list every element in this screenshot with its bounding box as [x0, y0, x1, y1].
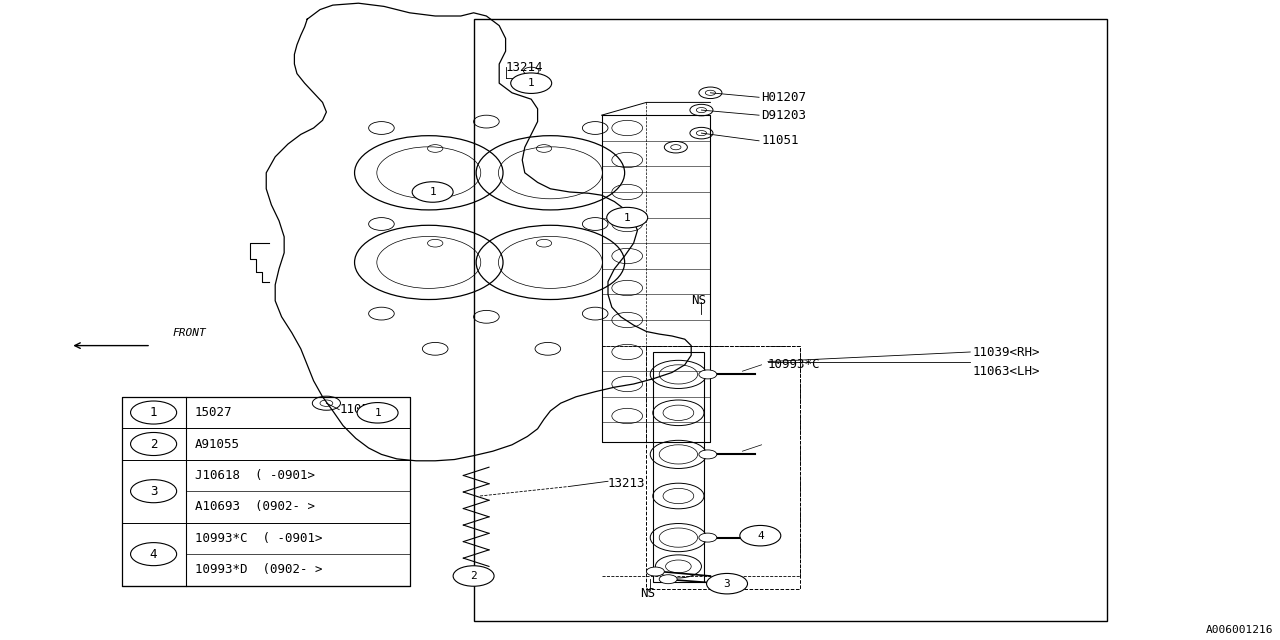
- Circle shape: [131, 543, 177, 566]
- Circle shape: [699, 533, 717, 542]
- Text: 4: 4: [756, 531, 764, 541]
- Bar: [122, 397, 410, 586]
- Text: 2: 2: [150, 438, 157, 451]
- Text: 1: 1: [429, 187, 436, 197]
- Text: 2: 2: [470, 571, 477, 581]
- Circle shape: [699, 370, 717, 379]
- Circle shape: [357, 403, 398, 423]
- Text: 3: 3: [150, 484, 157, 498]
- Text: NS: NS: [640, 588, 655, 600]
- Text: 4: 4: [150, 548, 157, 561]
- Text: 13214: 13214: [506, 61, 543, 74]
- Text: NS: NS: [691, 294, 707, 307]
- Text: J10618  ( -0901>: J10618 ( -0901>: [195, 469, 315, 482]
- Circle shape: [659, 575, 677, 584]
- Circle shape: [607, 207, 648, 228]
- Circle shape: [511, 73, 552, 93]
- Text: D91203: D91203: [762, 109, 806, 122]
- Text: 11051: 11051: [339, 403, 376, 416]
- Text: A91055: A91055: [195, 438, 239, 451]
- Circle shape: [131, 480, 177, 503]
- Text: 11063<LH>: 11063<LH>: [973, 365, 1041, 378]
- Text: 15027: 15027: [195, 406, 232, 419]
- Text: 1: 1: [527, 78, 535, 88]
- Text: H01207: H01207: [762, 91, 806, 104]
- Circle shape: [707, 573, 748, 594]
- Bar: [653, 352, 704, 582]
- Circle shape: [412, 182, 453, 202]
- Circle shape: [453, 566, 494, 586]
- Text: 1: 1: [374, 408, 381, 418]
- Bar: [646, 346, 800, 589]
- Text: FRONT: FRONT: [173, 328, 206, 338]
- Text: A10693  (0902- >: A10693 (0902- >: [195, 500, 315, 513]
- Text: 13213: 13213: [608, 477, 645, 490]
- Circle shape: [740, 525, 781, 546]
- Circle shape: [646, 567, 664, 576]
- Text: 3: 3: [723, 579, 731, 589]
- Text: 1: 1: [623, 212, 631, 223]
- Circle shape: [699, 450, 717, 459]
- Text: 11051: 11051: [762, 134, 799, 147]
- Text: 1: 1: [150, 406, 157, 419]
- Text: 10993*D  (0902- >: 10993*D (0902- >: [195, 563, 323, 577]
- Text: A006001216: A006001216: [1206, 625, 1274, 636]
- Circle shape: [131, 401, 177, 424]
- Circle shape: [131, 433, 177, 456]
- Bar: [474, 19, 1107, 621]
- Text: 10993*C: 10993*C: [768, 358, 820, 371]
- Text: 11039<RH>: 11039<RH>: [973, 346, 1041, 358]
- Text: 10993*C  ( -0901>: 10993*C ( -0901>: [195, 532, 323, 545]
